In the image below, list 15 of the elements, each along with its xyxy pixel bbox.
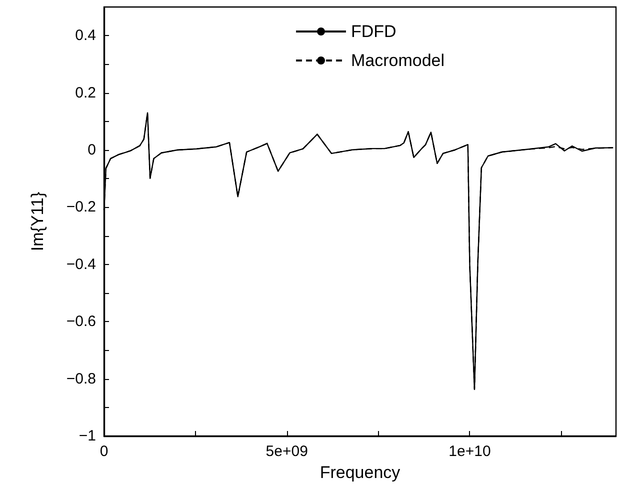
y-axis-title: Im{Y11} bbox=[28, 192, 47, 252]
x-tick-label: 5e+09 bbox=[266, 443, 308, 460]
y-tick-label: 0.4 bbox=[75, 27, 96, 44]
y-tick-label: −1 bbox=[78, 428, 96, 444]
y-tick-label: −0.8 bbox=[66, 370, 96, 388]
y-tick-label: 0 bbox=[88, 142, 96, 158]
y-tick-label: −0.6 bbox=[66, 313, 96, 330]
y-tick-label: −0.4 bbox=[66, 256, 96, 273]
legend-label: Macromodel bbox=[351, 51, 445, 70]
x-axis-title: Frequency bbox=[320, 463, 401, 482]
legend-label: FDFD bbox=[351, 22, 396, 41]
y-tick-label: 0.2 bbox=[75, 84, 96, 102]
x-tick-label: 0 bbox=[100, 443, 108, 460]
y-tick-label: −0.2 bbox=[66, 198, 96, 216]
x-tick-label: 1e+10 bbox=[448, 443, 491, 460]
